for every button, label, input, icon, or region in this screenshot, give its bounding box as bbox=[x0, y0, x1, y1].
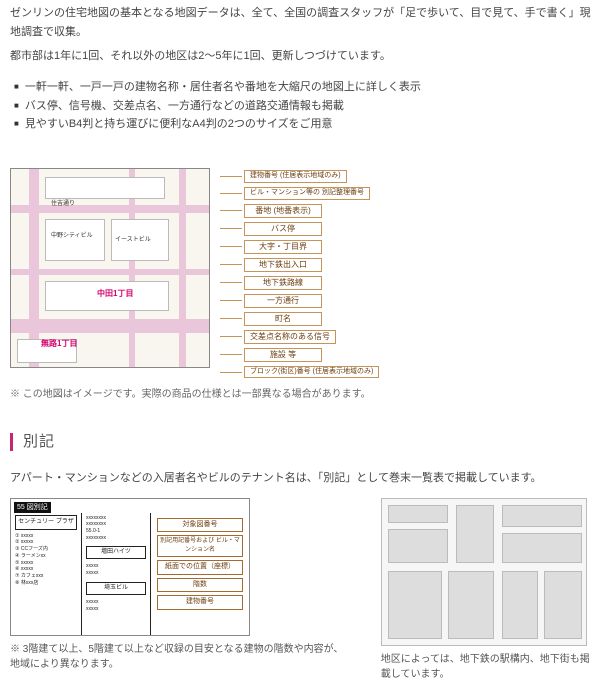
map-street-label: 住吉通り bbox=[51, 199, 75, 209]
map-legend: 建物番号 (住居表示地域のみ) ビル・マンション等の 別記整理番号 番地 (地番… bbox=[220, 168, 379, 378]
supp-label: 建物番号 bbox=[157, 595, 243, 610]
supp-header: 55 図別記 bbox=[14, 502, 51, 514]
legend-item: 町名 bbox=[244, 312, 322, 326]
sample-map-image: 住吉通り 中野シティビル イーストビル 中田1丁目 無路1丁目 bbox=[10, 168, 210, 368]
section-title: 別記 bbox=[23, 429, 55, 455]
supp-label: 別記用記番号および ビル・マンション名 bbox=[157, 535, 243, 557]
underground-map-image bbox=[381, 498, 587, 646]
legend-item: 地下鉄出入口 bbox=[244, 258, 322, 272]
map-bldg-label: イーストビル bbox=[115, 235, 151, 245]
legend-item: ビル・マンション等の 別記整理番号 bbox=[244, 187, 370, 200]
legend-item: バス停 bbox=[244, 222, 322, 236]
supp-name: 埼玉ビル bbox=[86, 582, 146, 595]
feature-item: バス停、信号機、交差点名、一方通行などの道路交通情報も掲載 bbox=[14, 97, 591, 116]
section-heading-betsuki: 別記 bbox=[10, 429, 591, 455]
map-bldg-label: 中野シティビル bbox=[51, 231, 93, 241]
intro-line-1: ゼンリンの住宅地図の基本となる地図データは、全て、全国の調査スタッフが「足で歩い… bbox=[10, 4, 591, 41]
supp-name: 増田ハイツ bbox=[86, 546, 146, 559]
legend-item: ブロック(街区)番号 (住居表示地域のみ) bbox=[244, 366, 379, 379]
supp-name: センチュリー プラザ bbox=[15, 515, 77, 530]
legend-item: 一方通行 bbox=[244, 294, 322, 308]
supp-label: 紙面での位置（座標） bbox=[157, 560, 243, 575]
legend-item: 交差点名称のある信号 bbox=[244, 330, 336, 344]
supplement-diagram: 55 図別記 センチュリー プラザ ① xxxxx② xxxxx③ CCフーズ内… bbox=[10, 498, 250, 636]
legend-item: 地下鉄路線 bbox=[244, 276, 322, 290]
supp-label: 階数 bbox=[157, 578, 243, 593]
feature-item: 見やすいB4判と持ち運びに便利なA4判の2つのサイズをご用意 bbox=[14, 115, 591, 134]
feature-item: 一軒一軒、一戸一戸の建物名称・居住者名や番地を大縮尺の地図上に詳しく表示 bbox=[14, 78, 591, 97]
section-intro: アパート・マンションなどの入居者名やビルのテナント名は、「別記」として巻末一覧表… bbox=[10, 469, 591, 488]
legend-item: 施設 等 bbox=[244, 348, 322, 362]
supp-label: 対象図番号 bbox=[157, 518, 243, 533]
underground-caption: 地区によっては、地下鉄の駅構内、地下街も掲載しています。 bbox=[381, 652, 591, 682]
feature-list: 一軒一軒、一戸一戸の建物名称・居住者名や番地を大縮尺の地図上に詳しく表示 バス停… bbox=[10, 72, 591, 134]
legend-item: 番地 (地番表示) bbox=[244, 204, 322, 218]
accent-bar-icon bbox=[10, 433, 13, 451]
map-area-label: 中田1丁目 bbox=[97, 287, 133, 301]
legend-item: 建物番号 (住居表示地域のみ) bbox=[244, 170, 347, 183]
legend-item: 大字・丁目界 bbox=[244, 240, 322, 254]
map-area-label: 無路1丁目 bbox=[41, 337, 77, 351]
intro-line-2: 都市部は1年に1回、それ以外の地区は2〜5年に1回、更新しつづけています。 bbox=[10, 47, 591, 66]
map-disclaimer: ※ この地図はイメージです。実際の商品の仕様とは一部異なる場合があります。 bbox=[10, 386, 591, 403]
supplement-caption: ※ 3階建て以上、5階建て以上など収録の目安となる建物の階数や内容が、地域により… bbox=[10, 642, 345, 672]
